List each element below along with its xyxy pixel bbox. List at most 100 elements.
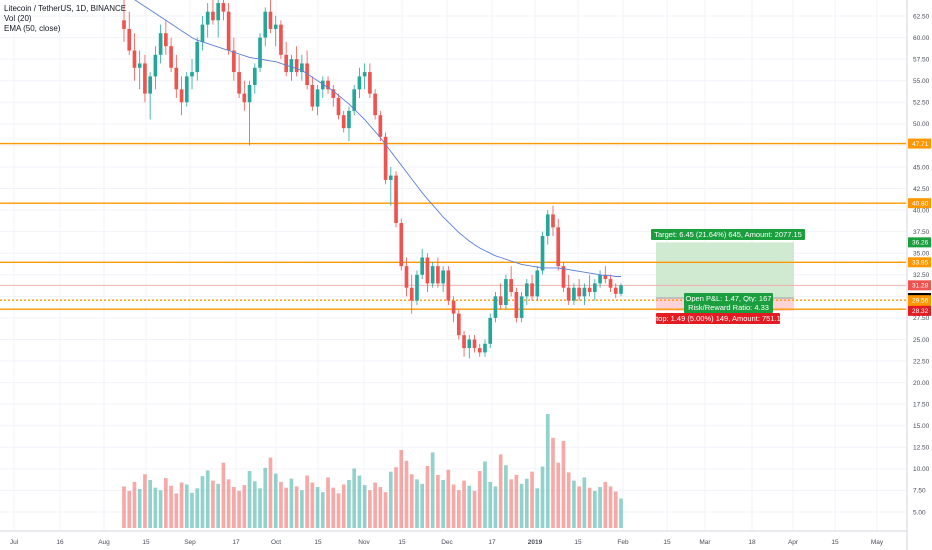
price-tag-box	[908, 295, 931, 306]
candle-body	[195, 41, 200, 73]
price-tick-label: 37.50	[913, 229, 930, 236]
legend-volume[interactable]: Vol (20)	[4, 14, 32, 23]
volume-bar	[158, 490, 163, 528]
candle-body	[273, 24, 278, 29]
candle-body	[326, 80, 330, 90]
volume-bars	[122, 414, 623, 528]
price-axis[interactable]: 62.5060.0057.5055.0052.5050.0047.5045.00…	[913, 13, 930, 516]
candle-body	[289, 59, 294, 73]
candle-body	[488, 317, 493, 344]
volume-bar	[300, 490, 304, 528]
time-axis[interactable]: Jul 16 Aug 15 Sep 17 Oct 15 Nov 15 Dec 17 2019 15 Feb 1…	[10, 539, 884, 546]
price-tag-box	[908, 305, 931, 316]
price-tag-box	[908, 257, 931, 268]
legend-title[interactable]: Litecoin / TetherUS, 1D, BINANCE	[4, 4, 127, 13]
stop-label-box	[656, 313, 780, 324]
price-tick-label: 15.00	[913, 423, 930, 430]
volume-bar	[509, 479, 513, 528]
rr-label: Risk/Reward Ratio: 4.33	[684, 302, 773, 313]
volume-bar	[456, 490, 461, 528]
price-tick-label: 42.50	[913, 186, 930, 193]
rr-label-box	[684, 302, 773, 313]
volume-bar	[430, 452, 435, 528]
candle-body	[216, 3, 220, 21]
volume-bar	[404, 460, 409, 528]
candle-body	[561, 266, 566, 288]
volume-bar	[378, 487, 383, 528]
time-tick-label: May	[871, 539, 884, 546]
candle-body	[399, 223, 404, 267]
stop-label-text: Stop: 1.49 (5.00%) 149, Amount: 751.17	[651, 314, 785, 323]
volume-bar	[169, 485, 173, 528]
volume-bar	[190, 492, 194, 528]
time-tick-label: 15	[314, 539, 322, 546]
candle-body	[279, 24, 283, 55]
candle-body	[504, 279, 508, 305]
price-tick-label: 25.00	[913, 337, 930, 344]
price-tag: 40.80	[908, 198, 931, 209]
candle-body	[341, 115, 346, 129]
volume-bar	[200, 476, 205, 528]
candle-body	[294, 59, 299, 73]
ema-line	[134, 0, 621, 277]
volume-bar	[352, 468, 357, 528]
candle-body	[556, 227, 561, 267]
time-tick-label: 15	[398, 539, 406, 546]
candle-body	[441, 270, 445, 284]
time-tick-label: Dec	[441, 539, 453, 546]
volume-bar	[467, 485, 472, 528]
candle-body	[383, 136, 388, 180]
volume-bar	[331, 487, 336, 528]
volume-bar	[530, 471, 534, 528]
candle-body	[472, 339, 477, 349]
candle-body	[415, 274, 419, 301]
volume-bar	[399, 449, 404, 528]
volume-bar	[284, 487, 289, 528]
candle-body	[242, 93, 247, 103]
candle-body	[331, 89, 336, 98]
volume-bar	[336, 493, 341, 528]
volume-bar	[394, 467, 398, 528]
price-tag-text: 40.80	[912, 200, 929, 207]
volume-bar	[252, 481, 257, 528]
volume-bar	[446, 469, 451, 528]
candle-body	[315, 89, 320, 107]
volume-bar	[164, 478, 168, 528]
time-tick-label: 15	[663, 539, 671, 546]
candle-body	[226, 11, 231, 51]
volume-bar	[184, 484, 189, 528]
price-tag-text: 31.28	[912, 283, 929, 290]
price-tick-label: 10.00	[913, 466, 930, 473]
candle-body	[205, 11, 210, 25]
candle-body	[483, 343, 487, 353]
volume-bar	[451, 484, 456, 528]
candle-body	[477, 348, 482, 353]
candle-body	[153, 54, 158, 77]
candle-body	[352, 89, 357, 111]
legend-ema[interactable]: EMA (50, close)	[4, 24, 61, 33]
candle-body	[232, 50, 236, 73]
candle-body	[310, 85, 315, 107]
price-tick-label: 50.00	[913, 121, 930, 128]
candle-body	[169, 46, 173, 68]
candle-body	[158, 33, 163, 55]
volume-bar	[132, 481, 137, 528]
price-tick-label: 7.50	[913, 488, 926, 495]
price-tag: 31.28	[908, 280, 931, 291]
candle-body	[362, 72, 367, 77]
candle-body	[613, 287, 618, 294]
candle-body	[268, 11, 273, 29]
candle-body	[498, 296, 503, 305]
volume-bar	[525, 478, 529, 528]
time-tick-label: 16	[56, 539, 64, 546]
time-tick-label: Oct	[271, 539, 281, 546]
open-pnl-label: Open P&L: 1.47, Qty: 167	[684, 293, 773, 304]
time-tick-label: 15	[142, 539, 150, 546]
volume-bar	[436, 474, 440, 528]
volume-bar	[561, 440, 566, 528]
price-tag: 36.26	[908, 237, 931, 248]
price-tick-label: 60.00	[913, 35, 930, 42]
open-pnl-label-box	[684, 293, 773, 304]
candle-body	[456, 313, 461, 336]
